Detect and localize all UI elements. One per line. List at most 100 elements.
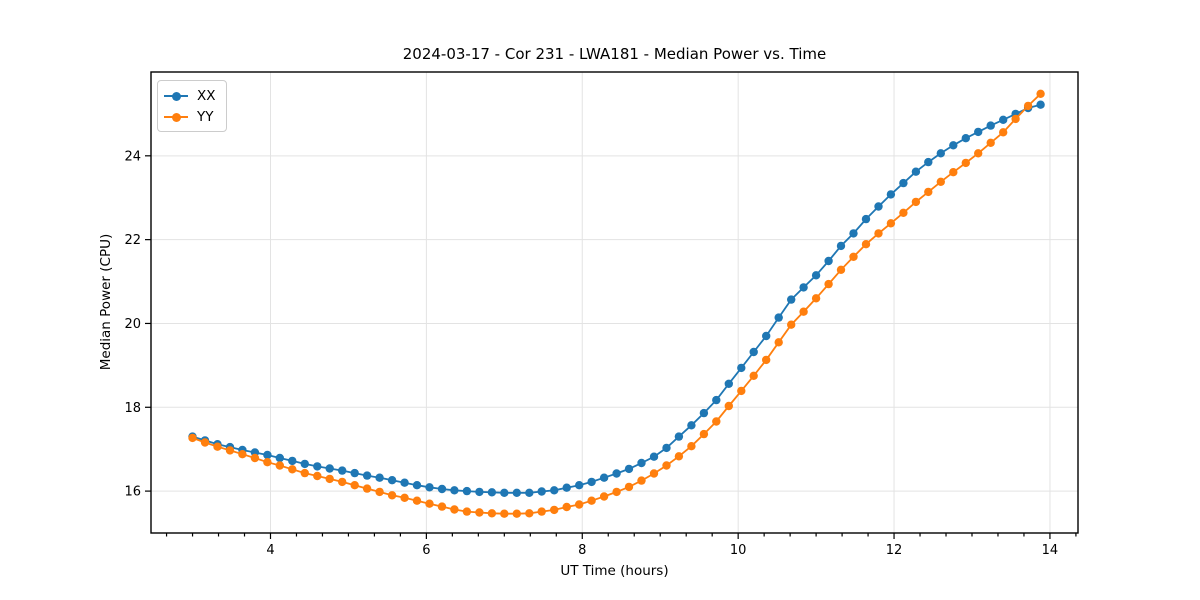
data-point-yy — [525, 509, 534, 518]
data-point-xx — [924, 157, 933, 167]
data-point-xx — [412, 481, 422, 490]
data-point-xx — [737, 363, 746, 373]
data-point-xx — [662, 443, 671, 453]
x-tick-label: 12 — [886, 543, 903, 558]
data-point-xx — [425, 483, 434, 492]
data-point-yy — [437, 502, 447, 511]
data-point-yy — [375, 487, 384, 497]
data-point-yy — [861, 240, 871, 249]
data-point-xx — [999, 115, 1008, 125]
data-point-yy — [911, 197, 921, 207]
data-point-yy — [687, 442, 696, 451]
data-point-xx — [362, 471, 372, 480]
data-point-yy — [1023, 101, 1033, 111]
legend-label-yy: YY — [197, 108, 214, 125]
data-point-xx — [599, 473, 609, 482]
data-point-xx — [300, 459, 309, 469]
legend-item-xx: XX — [164, 85, 220, 106]
series-yy — [188, 89, 1045, 518]
data-point-xx — [450, 486, 459, 495]
y-tick-label: 18 — [124, 401, 141, 416]
data-point-xx — [961, 134, 970, 143]
x-tick-label: 14 — [1042, 543, 1059, 558]
data-point-yy — [450, 505, 459, 514]
data-point-yy — [350, 481, 359, 490]
tick-labels: 4 6 8 10 12 14 16 18 20 22 24 — [124, 149, 1058, 558]
data-point-xx — [500, 488, 509, 497]
data-point-xx — [637, 458, 646, 468]
x-tick-label: 6 — [422, 543, 430, 558]
data-point-yy — [213, 442, 222, 451]
data-point-yy — [1011, 114, 1020, 124]
data-point-xx — [699, 408, 709, 418]
data-point-yy — [263, 458, 272, 467]
x-axis-label: UT Time (hours) — [560, 563, 669, 579]
data-point-yy — [774, 338, 783, 347]
data-point-yy — [999, 128, 1008, 137]
data-point-yy — [475, 508, 484, 517]
data-point-yy — [1036, 89, 1045, 99]
data-point-yy — [425, 499, 434, 508]
data-point-yy — [649, 469, 659, 478]
data-point-xx — [550, 486, 559, 495]
data-point-xx — [400, 478, 409, 487]
data-point-yy — [824, 279, 833, 289]
data-point-yy — [338, 477, 347, 487]
data-point-xx — [487, 488, 497, 497]
data-point-yy — [849, 252, 858, 261]
y-tick-label: 22 — [124, 233, 141, 248]
data-point-yy — [637, 476, 646, 485]
data-point-yy — [674, 452, 684, 461]
data-point-yy — [562, 502, 571, 512]
data-point-yy — [512, 509, 521, 518]
data-point-yy — [238, 450, 247, 459]
data-point-xx — [537, 487, 546, 496]
gridlines — [151, 72, 1078, 533]
data-point-yy — [275, 461, 284, 470]
legend-swatch-xx-icon — [164, 91, 188, 101]
data-point-yy — [899, 208, 908, 217]
data-point-yy — [250, 453, 260, 463]
data-point-xx — [288, 456, 297, 466]
data-point-xx — [886, 190, 896, 199]
data-point-yy — [200, 438, 210, 447]
data-point-yy — [712, 417, 721, 426]
data-point-xx — [275, 453, 284, 463]
x-tick-label: 10 — [730, 543, 747, 558]
data-point-xx — [525, 488, 534, 497]
y-tick-label: 16 — [124, 485, 141, 500]
data-point-xx — [911, 167, 921, 176]
data-point-yy — [500, 509, 509, 518]
data-point-yy — [949, 168, 958, 177]
data-point-xx — [687, 421, 696, 430]
legend-label-xx: XX — [197, 87, 216, 104]
data-point-yy — [749, 371, 758, 380]
data-point-yy — [874, 229, 883, 238]
data-point-xx — [949, 141, 958, 150]
x-tick-label: 4 — [266, 543, 274, 558]
data-point-xx — [313, 462, 322, 471]
legend-item-yy: YY — [164, 106, 220, 127]
data-point-xx — [462, 486, 472, 496]
data-point-xx — [437, 484, 447, 494]
data-point-yy — [300, 468, 309, 478]
data-point-xx — [974, 127, 983, 137]
data-point-xx — [861, 214, 871, 224]
series-xx — [188, 100, 1045, 497]
data-point-yy — [974, 149, 983, 158]
data-point-xx — [512, 488, 521, 497]
data-point-yy — [624, 482, 634, 492]
data-point-yy — [811, 294, 821, 303]
data-point-xx — [562, 483, 571, 492]
data-point-yy — [724, 401, 733, 411]
data-point-xx — [375, 473, 384, 482]
data-point-yy — [400, 493, 409, 502]
data-point-yy — [188, 433, 197, 443]
series-line-xx — [192, 103, 1041, 494]
data-point-xx — [587, 477, 596, 487]
data-point-xx — [1036, 100, 1045, 109]
data-point-yy — [412, 496, 422, 505]
data-point-xx — [874, 202, 883, 211]
data-point-xx — [325, 464, 334, 473]
